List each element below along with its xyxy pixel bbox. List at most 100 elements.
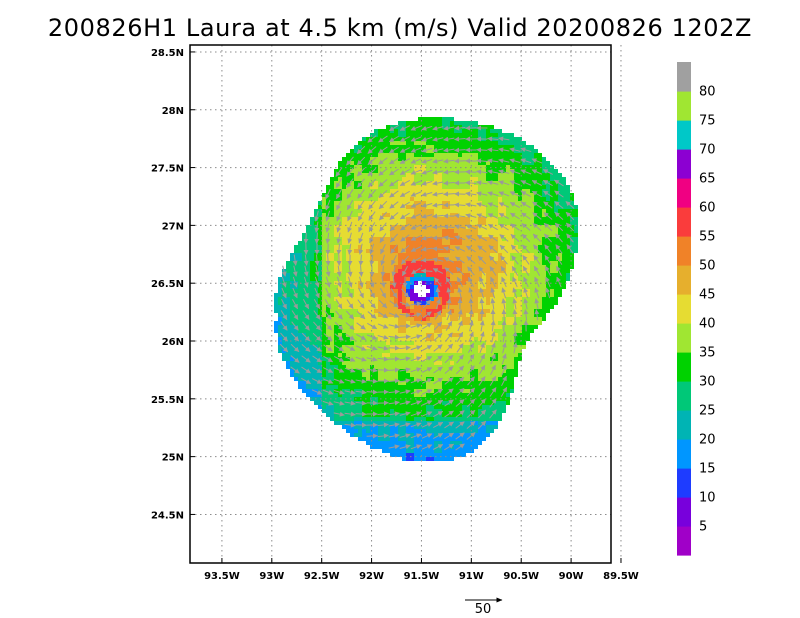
wind-cell [358,233,362,237]
wind-cell [538,213,542,217]
wind-vector [421,136,433,142]
wind-cell [386,273,390,277]
wind-cell [450,273,454,277]
wind-cell [494,177,498,181]
wind-cell [410,177,414,181]
wind-cell [374,257,378,261]
wind-cell [478,417,482,421]
wind-cell [498,141,502,145]
wind-cell [514,217,518,221]
wind-cell [538,265,542,269]
wind-cell [438,273,442,277]
wind-cell [294,309,298,313]
wind-cell [298,321,302,325]
wind-cell [282,357,286,361]
wind-cell [486,221,490,225]
wind-cell [478,353,482,357]
wind-cell [358,145,362,149]
wind-cell [494,253,498,257]
wind-vector [389,201,399,209]
wind-cell [398,141,402,145]
wind-cell [446,385,450,389]
wind-vector [510,223,520,231]
wind-cell [518,229,522,233]
wind-cell [454,145,458,149]
wind-cell [478,189,482,193]
wind-cell [374,169,378,173]
wind-cell [334,285,338,289]
wind-cell [354,237,358,241]
wind-cell [462,317,466,321]
wind-cell [298,373,302,377]
wind-cell [534,325,538,329]
wind-cell [314,393,318,397]
wind-cell [494,413,498,417]
wind-cell [378,285,382,289]
wind-vector [443,235,455,241]
wind-cell [426,437,430,441]
wind-cell [394,429,398,433]
wind-cell [458,157,462,161]
wind-cell [538,305,542,309]
wind-cell [390,413,394,417]
wind-cell [434,433,438,437]
wind-cell [406,297,410,301]
wind-cell [506,185,510,189]
wind-cell [326,189,330,193]
wind-cell [434,129,438,133]
wind-cell [530,297,534,301]
wind-cell [438,441,442,445]
wind-cell [394,233,398,237]
wind-vector [388,146,399,154]
wind-cell [414,165,418,169]
wind-cell [322,381,326,385]
wind-cell [318,293,322,297]
wind-cell [350,433,354,437]
wind-cell [466,157,470,161]
wind-cell [366,389,370,393]
wind-cell [550,169,554,173]
wind-vector [509,191,521,197]
wind-cell [366,421,370,425]
wind-cell [446,397,450,401]
wind-cell [390,289,394,293]
wind-cell [430,169,434,173]
wind-cell [470,221,474,225]
wind-cell [346,425,350,429]
wind-cell [358,297,362,301]
wind-cell [566,269,570,273]
wind-cell [574,233,578,237]
wind-cell [506,209,510,213]
wind-cell [402,349,406,353]
wind-cell [466,341,470,345]
wind-cell [390,365,394,369]
wind-cell [446,261,450,265]
wind-cell [482,325,486,329]
wind-cell [482,125,486,129]
wind-cell [450,129,454,133]
wind-vector [476,158,488,164]
wind-cell [330,221,334,225]
wind-cell [354,173,358,177]
wind-cell [366,357,370,361]
wind-cell [354,409,358,413]
wind-cell [486,417,490,421]
wind-cell [466,273,470,277]
wind-cell [290,317,294,321]
wind-vector [432,125,444,131]
wind-cell [410,317,414,321]
wind-cell [510,205,514,209]
wind-cell [342,265,346,269]
wind-cell [550,281,554,285]
wind-cell [326,409,330,413]
wind-cell [486,209,490,213]
wind-cell [474,373,478,377]
wind-cell [446,405,450,409]
wind-cell [522,285,526,289]
wind-cell [366,153,370,157]
wind-cell [474,121,478,125]
wind-cell [418,449,422,453]
wind-cell [322,317,326,321]
wind-cell [430,329,434,333]
wind-cell [402,229,406,233]
